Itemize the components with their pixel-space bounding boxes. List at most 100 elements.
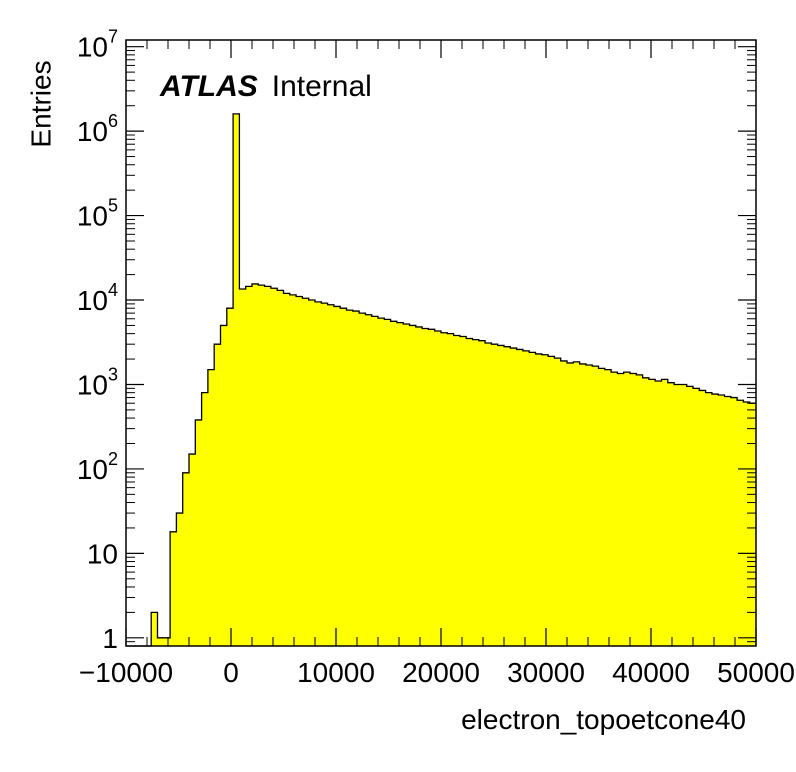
histogram-bin xyxy=(220,325,228,646)
y-tick-label-exponent: 6 xyxy=(108,111,118,131)
histogram-bin xyxy=(390,321,398,646)
histogram-bin xyxy=(447,333,454,646)
histogram-bin xyxy=(396,322,404,646)
histogram-bin xyxy=(207,369,215,646)
y-tick-label-base: 10 xyxy=(77,201,108,232)
y-tick-label: 102 xyxy=(77,449,118,485)
histogram-bin xyxy=(749,403,757,646)
histogram-bin xyxy=(466,338,473,646)
histogram-bin xyxy=(226,308,234,646)
histogram-bin xyxy=(617,373,624,646)
histogram-bin xyxy=(283,293,291,646)
histogram-bin xyxy=(592,366,599,646)
x-tick-label: 10000 xyxy=(297,657,375,688)
histogram-bin xyxy=(277,290,284,646)
histogram-bin xyxy=(718,395,725,646)
y-tick-label-base: 10 xyxy=(77,116,108,147)
histogram-outline xyxy=(126,113,756,647)
y-tick-label: 105 xyxy=(77,196,118,232)
y-tick-label-exponent: 2 xyxy=(108,449,118,469)
histogram-bin xyxy=(302,298,309,646)
histogram-bin xyxy=(579,363,587,646)
y-tick-label-base: 10 xyxy=(77,369,108,400)
histogram-bin xyxy=(711,394,719,646)
histogram-bin xyxy=(352,311,360,646)
histogram-bin xyxy=(333,306,341,646)
histogram-bin xyxy=(604,369,612,646)
histogram-bin xyxy=(529,352,536,646)
histogram-bin xyxy=(296,296,303,646)
histogram-bin xyxy=(308,300,316,646)
histogram-bin xyxy=(693,388,700,646)
histogram-bin xyxy=(195,419,202,646)
histogram-bin xyxy=(522,350,530,646)
histogram-bin xyxy=(422,328,429,646)
histogram-bin xyxy=(655,380,662,646)
histogram-bin xyxy=(182,472,190,646)
histogram-bin xyxy=(252,283,259,646)
histogram-bin xyxy=(636,374,643,646)
y-tick-label-base: 10 xyxy=(77,285,108,316)
y-tick-label: 106 xyxy=(77,111,118,147)
y-tick-label: 10 xyxy=(87,538,118,569)
atlas-label-internal: Internal xyxy=(271,70,372,103)
histogram-bin xyxy=(258,285,265,646)
histogram-bin xyxy=(170,531,177,646)
y-tick-label-base: 10 xyxy=(77,32,108,63)
histogram-bin xyxy=(327,304,335,646)
histogram-bin xyxy=(384,319,391,646)
y-tick-label: 107 xyxy=(77,27,118,63)
y-tick-label-exponent: 7 xyxy=(108,27,118,47)
histogram-bin xyxy=(459,336,467,646)
histogram-bin xyxy=(667,382,675,646)
histogram-bin xyxy=(560,360,568,646)
histogram-bin xyxy=(510,348,517,646)
histogram-bin xyxy=(699,390,706,646)
histogram-bin xyxy=(201,392,209,646)
x-tick-label: 30000 xyxy=(507,657,585,688)
histogram-bin xyxy=(289,294,297,646)
histogram-bin xyxy=(472,339,480,646)
atlas-label: ATLAS Internal xyxy=(160,70,372,104)
histogram-bin xyxy=(674,384,681,646)
histogram-bin xyxy=(163,637,171,646)
histogram-bin xyxy=(497,345,505,646)
histogram-bin xyxy=(661,379,669,646)
histogram-bin xyxy=(365,314,372,646)
histogram-bin xyxy=(378,318,385,646)
histogram-bin xyxy=(730,397,738,646)
tick-labels: −10000 0 10000 20000 30000 40000 5000011010210… xyxy=(77,27,795,688)
y-tick-label-exponent: 4 xyxy=(108,280,118,300)
histogram-bin xyxy=(554,358,561,646)
y-tick-label-base: 1 xyxy=(102,623,118,654)
y-tick-label: 1 xyxy=(102,623,118,654)
atlas-label-bold: ATLAS xyxy=(160,70,258,103)
y-tick-label-base: 10 xyxy=(87,538,118,569)
histogram-bin xyxy=(485,342,492,646)
axis-ticks xyxy=(125,40,757,647)
histogram-bin xyxy=(176,513,183,646)
histogram-bin xyxy=(270,288,278,646)
histogram-bin xyxy=(516,349,524,646)
x-tick-label: 50000 xyxy=(717,657,795,688)
y-tick-label-exponent: 5 xyxy=(108,196,118,216)
histogram-bin xyxy=(359,313,366,646)
y-tick-label-base: 10 xyxy=(77,454,108,485)
histogram-bin xyxy=(648,379,656,646)
histogram-bin xyxy=(680,384,687,646)
histogram-bin xyxy=(705,392,713,646)
histogram-bin xyxy=(346,310,354,646)
histogram-bin xyxy=(567,362,574,646)
histogram-bin xyxy=(233,113,240,647)
histogram-bin xyxy=(535,353,543,646)
histogram-bin xyxy=(428,329,435,646)
histogram-bin xyxy=(371,316,379,646)
histogram-bin xyxy=(491,344,498,646)
histogram-bin xyxy=(434,330,442,646)
histogram-bin xyxy=(724,396,732,646)
histogram-bin xyxy=(623,372,631,646)
x-tick-label: 40000 xyxy=(612,657,690,688)
x-tick-label: 0 xyxy=(223,657,239,688)
histogram-bin xyxy=(743,402,750,646)
histogram-bin xyxy=(611,372,618,646)
